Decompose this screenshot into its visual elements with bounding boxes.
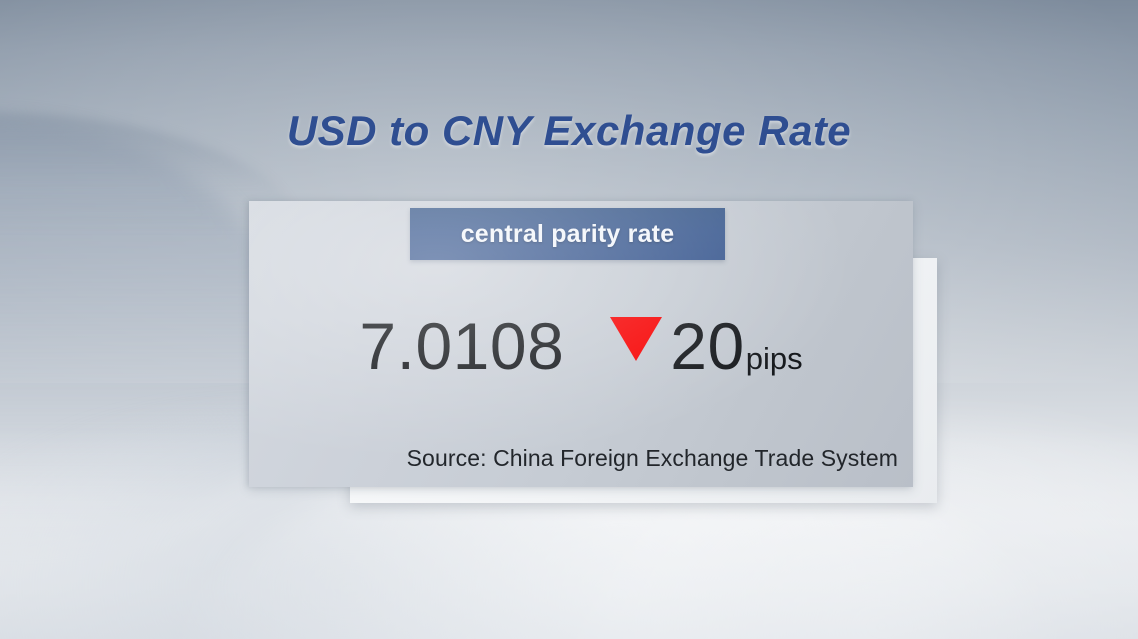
rate-change-value: 20 bbox=[670, 309, 745, 383]
triangle-down-icon bbox=[610, 317, 663, 361]
card-banner: central parity rate bbox=[410, 208, 725, 260]
rate-row: 7.0108 20 pips bbox=[249, 313, 913, 379]
card-banner-label: central parity rate bbox=[460, 219, 675, 248]
rate-value: 7.0108 bbox=[359, 309, 565, 383]
source-attribution: Source: China Foreign Exchange Trade Sys… bbox=[406, 445, 898, 471]
rate-card: central parity rate 7.0108 20 pips Sourc… bbox=[249, 201, 913, 487]
rate-change-unit: pips bbox=[745, 341, 803, 376]
rate-change: 20 pips bbox=[610, 309, 803, 383]
page-title: USD to CNY Exchange Rate bbox=[286, 107, 852, 154]
